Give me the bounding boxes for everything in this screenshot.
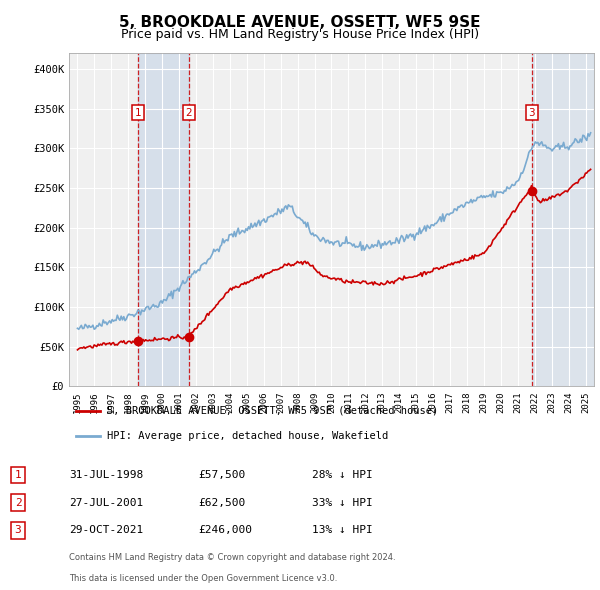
- Text: £62,500: £62,500: [198, 498, 245, 507]
- Text: 29-OCT-2021: 29-OCT-2021: [69, 526, 143, 535]
- Text: 3: 3: [14, 526, 22, 535]
- Text: 27-JUL-2001: 27-JUL-2001: [69, 498, 143, 507]
- Text: 31-JUL-1998: 31-JUL-1998: [69, 470, 143, 480]
- Text: 5, BROOKDALE AVENUE, OSSETT, WF5 9SE (detached house): 5, BROOKDALE AVENUE, OSSETT, WF5 9SE (de…: [107, 406, 439, 416]
- Text: 1: 1: [14, 470, 22, 480]
- Text: 13% ↓ HPI: 13% ↓ HPI: [312, 526, 373, 535]
- Text: 2: 2: [14, 498, 22, 507]
- Text: HPI: Average price, detached house, Wakefield: HPI: Average price, detached house, Wake…: [107, 431, 389, 441]
- Text: 3: 3: [529, 107, 535, 117]
- Text: 5, BROOKDALE AVENUE, OSSETT, WF5 9SE: 5, BROOKDALE AVENUE, OSSETT, WF5 9SE: [119, 15, 481, 30]
- Text: 28% ↓ HPI: 28% ↓ HPI: [312, 470, 373, 480]
- Text: 33% ↓ HPI: 33% ↓ HPI: [312, 498, 373, 507]
- Text: Price paid vs. HM Land Registry's House Price Index (HPI): Price paid vs. HM Land Registry's House …: [121, 28, 479, 41]
- Text: 1: 1: [135, 107, 142, 117]
- Bar: [138, 53, 189, 386]
- Text: £57,500: £57,500: [198, 470, 245, 480]
- Text: This data is licensed under the Open Government Licence v3.0.: This data is licensed under the Open Gov…: [69, 574, 337, 583]
- Text: 2: 2: [185, 107, 192, 117]
- Bar: [532, 53, 594, 386]
- Text: Contains HM Land Registry data © Crown copyright and database right 2024.: Contains HM Land Registry data © Crown c…: [69, 553, 395, 562]
- Text: £246,000: £246,000: [198, 526, 252, 535]
